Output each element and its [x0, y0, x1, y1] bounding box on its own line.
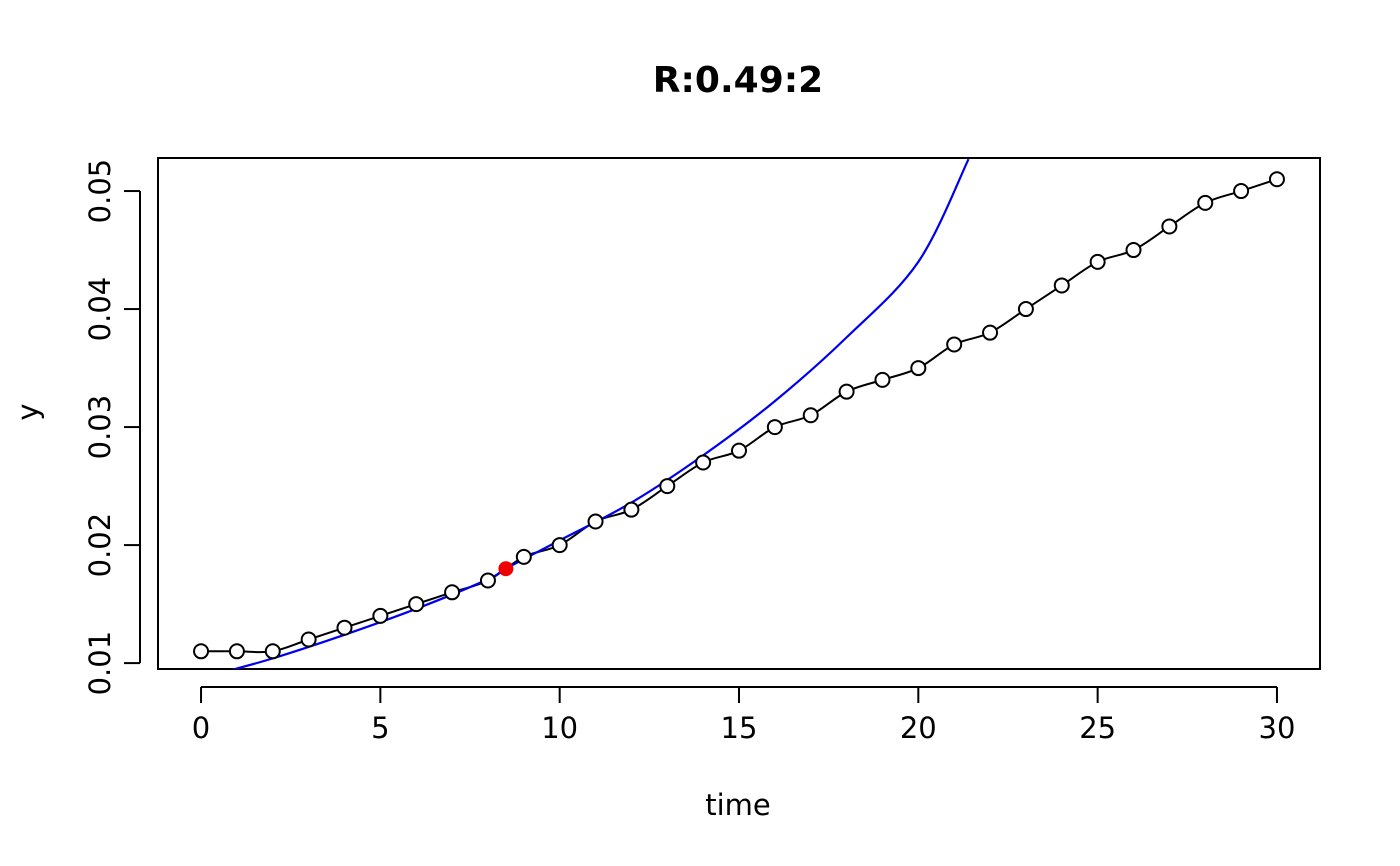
data-point [659, 478, 676, 495]
y-tick-label: 0.02 [83, 513, 117, 578]
chart-title: R:0.49:2 [653, 60, 823, 101]
data-point [372, 607, 389, 624]
x-tick-label: 15 [721, 711, 758, 745]
data-point [838, 383, 855, 400]
data-point [910, 360, 927, 377]
data-point [515, 548, 532, 565]
plot-frame [157, 157, 1321, 670]
data-series-line [201, 178, 1278, 654]
y-tick-label: 0.04 [83, 277, 117, 342]
y-tick-label: 0.01 [83, 631, 117, 696]
data-point [982, 324, 999, 341]
data-point [766, 419, 783, 436]
data-point [1197, 194, 1214, 211]
data-point [1268, 171, 1285, 188]
y-axis-label: y [11, 403, 45, 420]
data-point [336, 619, 353, 636]
data-point [1089, 253, 1106, 270]
data-point [1017, 301, 1034, 318]
data-point [623, 501, 640, 518]
x-tick-label: 30 [1259, 711, 1296, 745]
data-point [193, 643, 210, 660]
data-point [228, 643, 245, 660]
data-point [695, 454, 712, 471]
data-point [1233, 183, 1250, 200]
x-axis-label: time [705, 788, 771, 822]
highlight-point [498, 561, 514, 577]
data-point [300, 631, 317, 648]
x-tick-label: 5 [371, 711, 389, 745]
data-point [264, 643, 281, 660]
x-tick-label: 20 [900, 711, 937, 745]
data-point [1125, 242, 1142, 259]
data-point [802, 407, 819, 424]
plot-area [201, 158, 1278, 669]
data-point [731, 442, 747, 459]
data-point [587, 513, 604, 530]
data-point [946, 336, 963, 353]
data-point [1053, 277, 1070, 294]
y-tick-label: 0.05 [83, 159, 117, 224]
y-tick-label: 0.03 [83, 395, 117, 460]
data-point [874, 371, 891, 388]
x-axis: 0 5 10 15 20 25 30 [192, 686, 1296, 745]
fit-curve [230, 158, 970, 669]
y-axis: 0.01 0.02 0.03 0.04 0.05 [83, 159, 141, 696]
data-point [444, 584, 461, 601]
data-point [408, 596, 425, 613]
x-tick-label: 10 [541, 711, 578, 745]
data-markers [193, 171, 1285, 660]
x-tick-label: 25 [1079, 711, 1116, 745]
x-tick-label: 0 [192, 711, 210, 745]
data-point [551, 537, 568, 554]
data-point [1161, 218, 1178, 235]
data-point [479, 572, 496, 589]
